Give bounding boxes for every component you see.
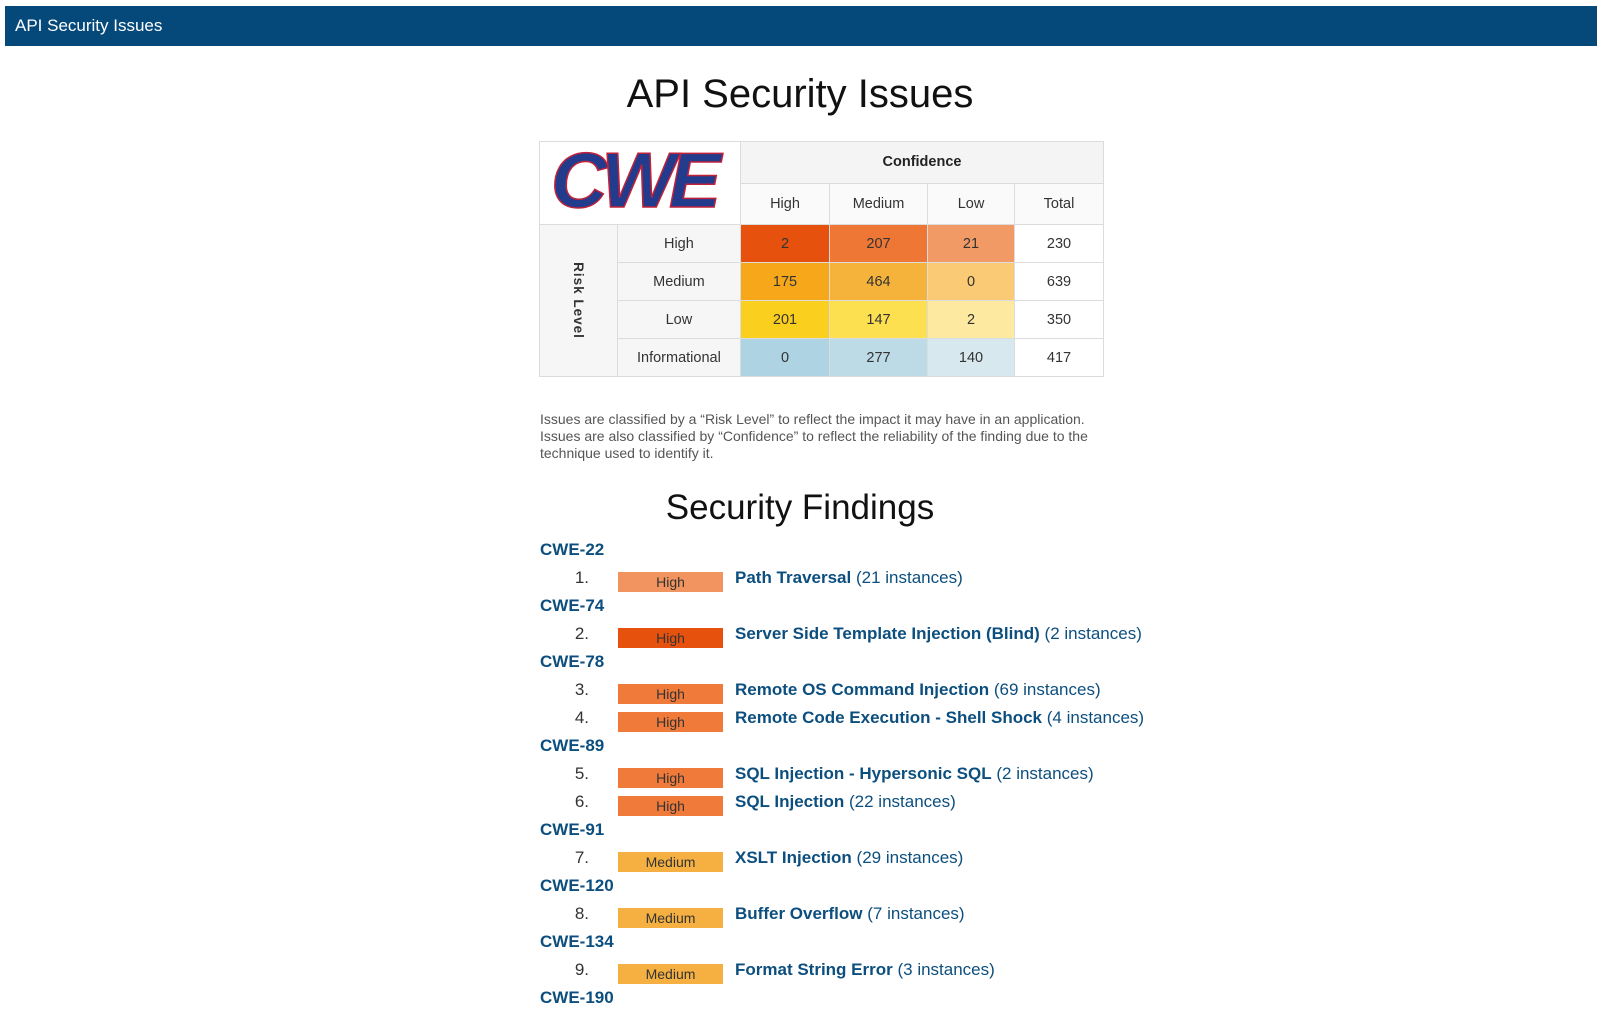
finding-instances: (4 instances): [1046, 708, 1145, 727]
cwe-heading[interactable]: CWE-190: [540, 988, 614, 1007]
finding-link[interactable]: SQL Injection - Hypersonic SQL: [735, 764, 992, 783]
matrix-cell: 0: [740, 338, 830, 377]
cwe-heading[interactable]: CWE-89: [540, 736, 605, 755]
finding-instances: (2 instances): [1044, 624, 1142, 643]
classification-note: Issues are classified by a “Risk Level” …: [540, 411, 1088, 461]
findings-list: CWE-22 1. High Path Traversal (21 instances…: [540, 539, 1160, 1015]
matrix-cell: 0: [927, 262, 1015, 301]
matrix-cell: 201: [740, 300, 830, 339]
finding-number: 9.: [574, 960, 589, 979]
col-header-low: Low: [927, 182, 1015, 225]
finding-instances: (69 instances): [993, 680, 1101, 699]
matrix-cell: 2: [927, 300, 1015, 339]
finding-number: 7.: [574, 848, 589, 867]
finding-row: 9. Medium Format String Error (3 instances…: [540, 959, 1160, 987]
finding-label: XSLT Injection (29 instances): [735, 847, 963, 869]
cwe-heading[interactable]: CWE-120: [540, 876, 614, 895]
severity-badge: High: [618, 684, 723, 704]
finding-link[interactable]: Path Traversal: [735, 568, 852, 587]
finding-number: 3.: [574, 680, 589, 699]
finding-instances: (22 instances): [849, 792, 956, 811]
finding-link[interactable]: Buffer Overflow: [735, 904, 863, 923]
row-header-medium: Medium: [616, 262, 742, 301]
finding-label: Buffer Overflow (7 instances): [735, 903, 965, 925]
finding-link[interactable]: Remote OS Command Injection: [735, 680, 990, 699]
col-header-high: High: [740, 182, 830, 225]
severity-badge: High: [618, 572, 723, 592]
finding-label: Remote Code Execution - Shell Shock (4 i…: [735, 707, 1144, 729]
page-title: API Security Issues: [626, 72, 974, 116]
matrix-cell: 140: [927, 338, 1015, 377]
finding-row: 7. Medium XSLT Injection (29 instances): [540, 847, 1160, 875]
severity-badge: High: [618, 768, 723, 788]
top-bar: API Security Issues: [5, 6, 1597, 46]
finding-row: 8. Medium Buffer Overflow (7 instances): [540, 903, 1160, 931]
finding-label: SQL Injection (22 instances): [735, 791, 956, 813]
matrix-total: 639: [1014, 262, 1104, 301]
top-bar-title: API Security Issues: [15, 16, 163, 35]
risk-confidence-matrix: CWE Confidence High Medium Low Total Ris…: [539, 135, 1104, 377]
matrix-total: 230: [1014, 224, 1104, 263]
finding-link[interactable]: Remote Code Execution - Shell Shock: [735, 708, 1043, 727]
finding-number: 6.: [574, 792, 589, 811]
cwe-heading[interactable]: CWE-74: [540, 596, 605, 615]
finding-number: 1.: [574, 568, 589, 587]
finding-instances: (29 instances): [856, 848, 964, 867]
finding-link[interactable]: Server Side Template Injection (Blind): [735, 624, 1040, 643]
finding-row: 1. High Path Traversal (21 instances): [540, 567, 1160, 595]
matrix-cell: 147: [829, 300, 928, 339]
finding-instances: (3 instances): [897, 960, 995, 979]
severity-badge: High: [618, 796, 723, 816]
matrix-cell: 277: [829, 338, 928, 377]
severity-badge: High: [618, 712, 723, 732]
cwe-logo-graphic: CWE: [550, 135, 729, 225]
severity-badge: Medium: [618, 908, 723, 928]
severity-badge: High: [618, 628, 723, 648]
finding-link[interactable]: XSLT Injection: [735, 848, 852, 867]
finding-row: 5. High SQL Injection - Hypersonic SQL (2 …: [540, 763, 1160, 791]
matrix-cell: 2: [740, 224, 830, 263]
row-header-low: Low: [616, 300, 742, 339]
finding-link[interactable]: Format String Error: [735, 960, 893, 979]
finding-row: 4. High Remote Code Execution - Shell Shoc…: [540, 707, 1160, 735]
risk-level-header: Risk Level: [539, 224, 618, 377]
finding-instances: (21 instances): [855, 568, 963, 587]
finding-number: 8.: [574, 904, 589, 923]
finding-label: SQL Injection - Hypersonic SQL (2 instan…: [735, 763, 1094, 785]
matrix-total: 350: [1014, 300, 1104, 339]
finding-row: 6. High SQL Injection (22 instances): [540, 791, 1160, 819]
matrix-cell: 175: [740, 262, 830, 301]
row-header-informational: Informational: [616, 338, 742, 377]
col-header-total: Total: [1014, 182, 1104, 225]
matrix-cell: 21: [927, 224, 1015, 263]
severity-badge: Medium: [618, 964, 723, 984]
finding-label: Path Traversal (21 instances): [735, 567, 963, 589]
risk-level-label: Risk Level: [570, 261, 586, 339]
finding-label: Server Side Template Injection (Blind) (…: [735, 623, 1142, 645]
finding-row: 2. High Server Side Template Injection (Bl…: [540, 623, 1160, 651]
finding-label: Format String Error (3 instances): [735, 959, 995, 981]
confidence-header: Confidence: [740, 141, 1104, 184]
cwe-heading[interactable]: CWE-91: [540, 820, 605, 839]
cwe-heading[interactable]: CWE-134: [540, 932, 614, 951]
finding-row: 3. High Remote OS Command Injection (69 in…: [540, 679, 1160, 707]
cwe-heading[interactable]: CWE-78: [540, 652, 605, 671]
finding-number: 4.: [574, 708, 589, 727]
finding-link[interactable]: SQL Injection: [735, 792, 845, 811]
cwe-heading[interactable]: CWE-22: [540, 540, 605, 559]
finding-number: 2.: [574, 624, 589, 643]
row-header-high: High: [616, 224, 742, 263]
section-title: Security Findings: [665, 488, 935, 527]
finding-instances: (7 instances): [867, 904, 965, 923]
finding-label: Remote OS Command Injection (69 instance…: [735, 679, 1101, 701]
matrix-cell: 464: [829, 262, 928, 301]
col-header-medium: Medium: [829, 182, 928, 225]
cwe-logo: CWE: [539, 135, 741, 225]
severity-badge: Medium: [618, 852, 723, 872]
matrix-total: 417: [1014, 338, 1104, 377]
finding-number: 5.: [574, 764, 589, 783]
cwe-logo-lettering: CWE: [551, 143, 723, 219]
matrix-cell: 207: [829, 224, 928, 263]
finding-instances: (2 instances): [996, 764, 1094, 783]
